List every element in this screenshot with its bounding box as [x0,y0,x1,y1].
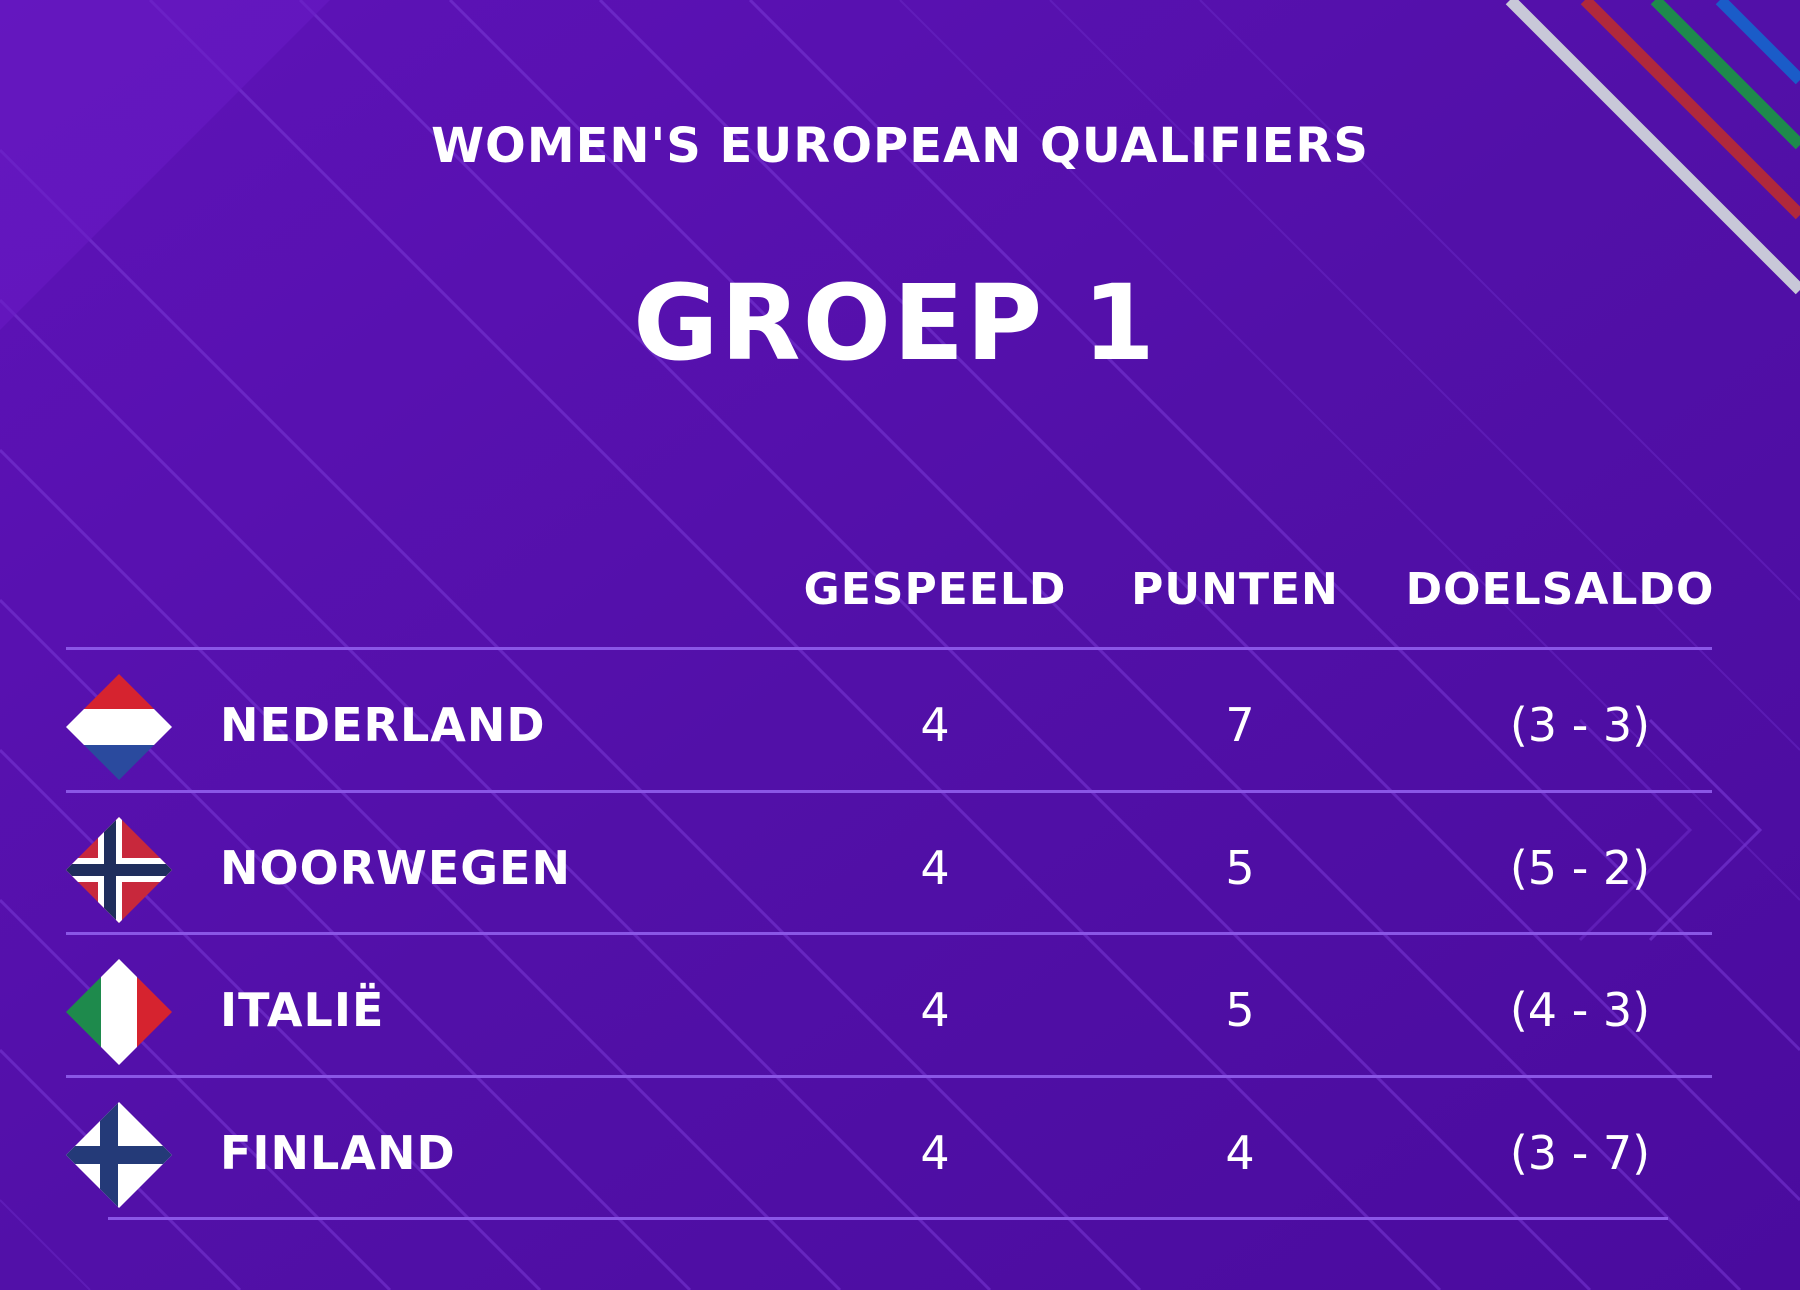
table-row: ITALIË 4 5 (4 - 3) [0,935,1800,1077]
table-divider [108,1217,1668,1220]
competition-title: WOMEN'S EUROPEAN QUALIFIERS [431,118,1369,174]
points-value: 5 [1225,841,1255,895]
table-divider [66,1075,1712,1078]
goal-difference-value: (4 - 3) [1509,983,1651,1037]
column-header-played: GESPEELD [803,564,1067,615]
italy-flag-icon [66,959,172,1065]
netherlands-flag-icon [66,674,172,780]
points-value: 4 [1225,1126,1255,1180]
points-value: 7 [1225,698,1255,752]
played-value: 4 [920,841,950,895]
team-name: NEDERLAND [220,698,546,752]
table-divider [66,647,1712,650]
goal-difference-value: (3 - 7) [1509,1126,1651,1180]
goal-difference-value: (3 - 3) [1509,698,1651,752]
played-value: 4 [920,983,950,1037]
team-name: NOORWEGEN [220,841,571,895]
table-divider [66,932,1712,935]
table-row: FINLAND 4 4 (3 - 7) [0,1078,1800,1220]
points-value: 5 [1225,983,1255,1037]
column-header-points: PUNTEN [1131,564,1339,615]
group-title: GROEP 1 [633,262,1157,384]
table-row: NOORWEGEN 4 5 (5 - 2) [0,793,1800,935]
table-row: NEDERLAND 4 7 (3 - 3) [0,650,1800,792]
played-value: 4 [920,698,950,752]
column-header-goal-difference: DOELSALDO [1405,564,1715,615]
finland-flag-icon [66,1102,172,1208]
goal-difference-value: (5 - 2) [1509,841,1651,895]
played-value: 4 [920,1126,950,1180]
team-name: FINLAND [220,1126,456,1180]
team-name: ITALIË [220,983,385,1037]
norway-flag-icon [66,817,172,923]
table-divider [66,790,1712,793]
